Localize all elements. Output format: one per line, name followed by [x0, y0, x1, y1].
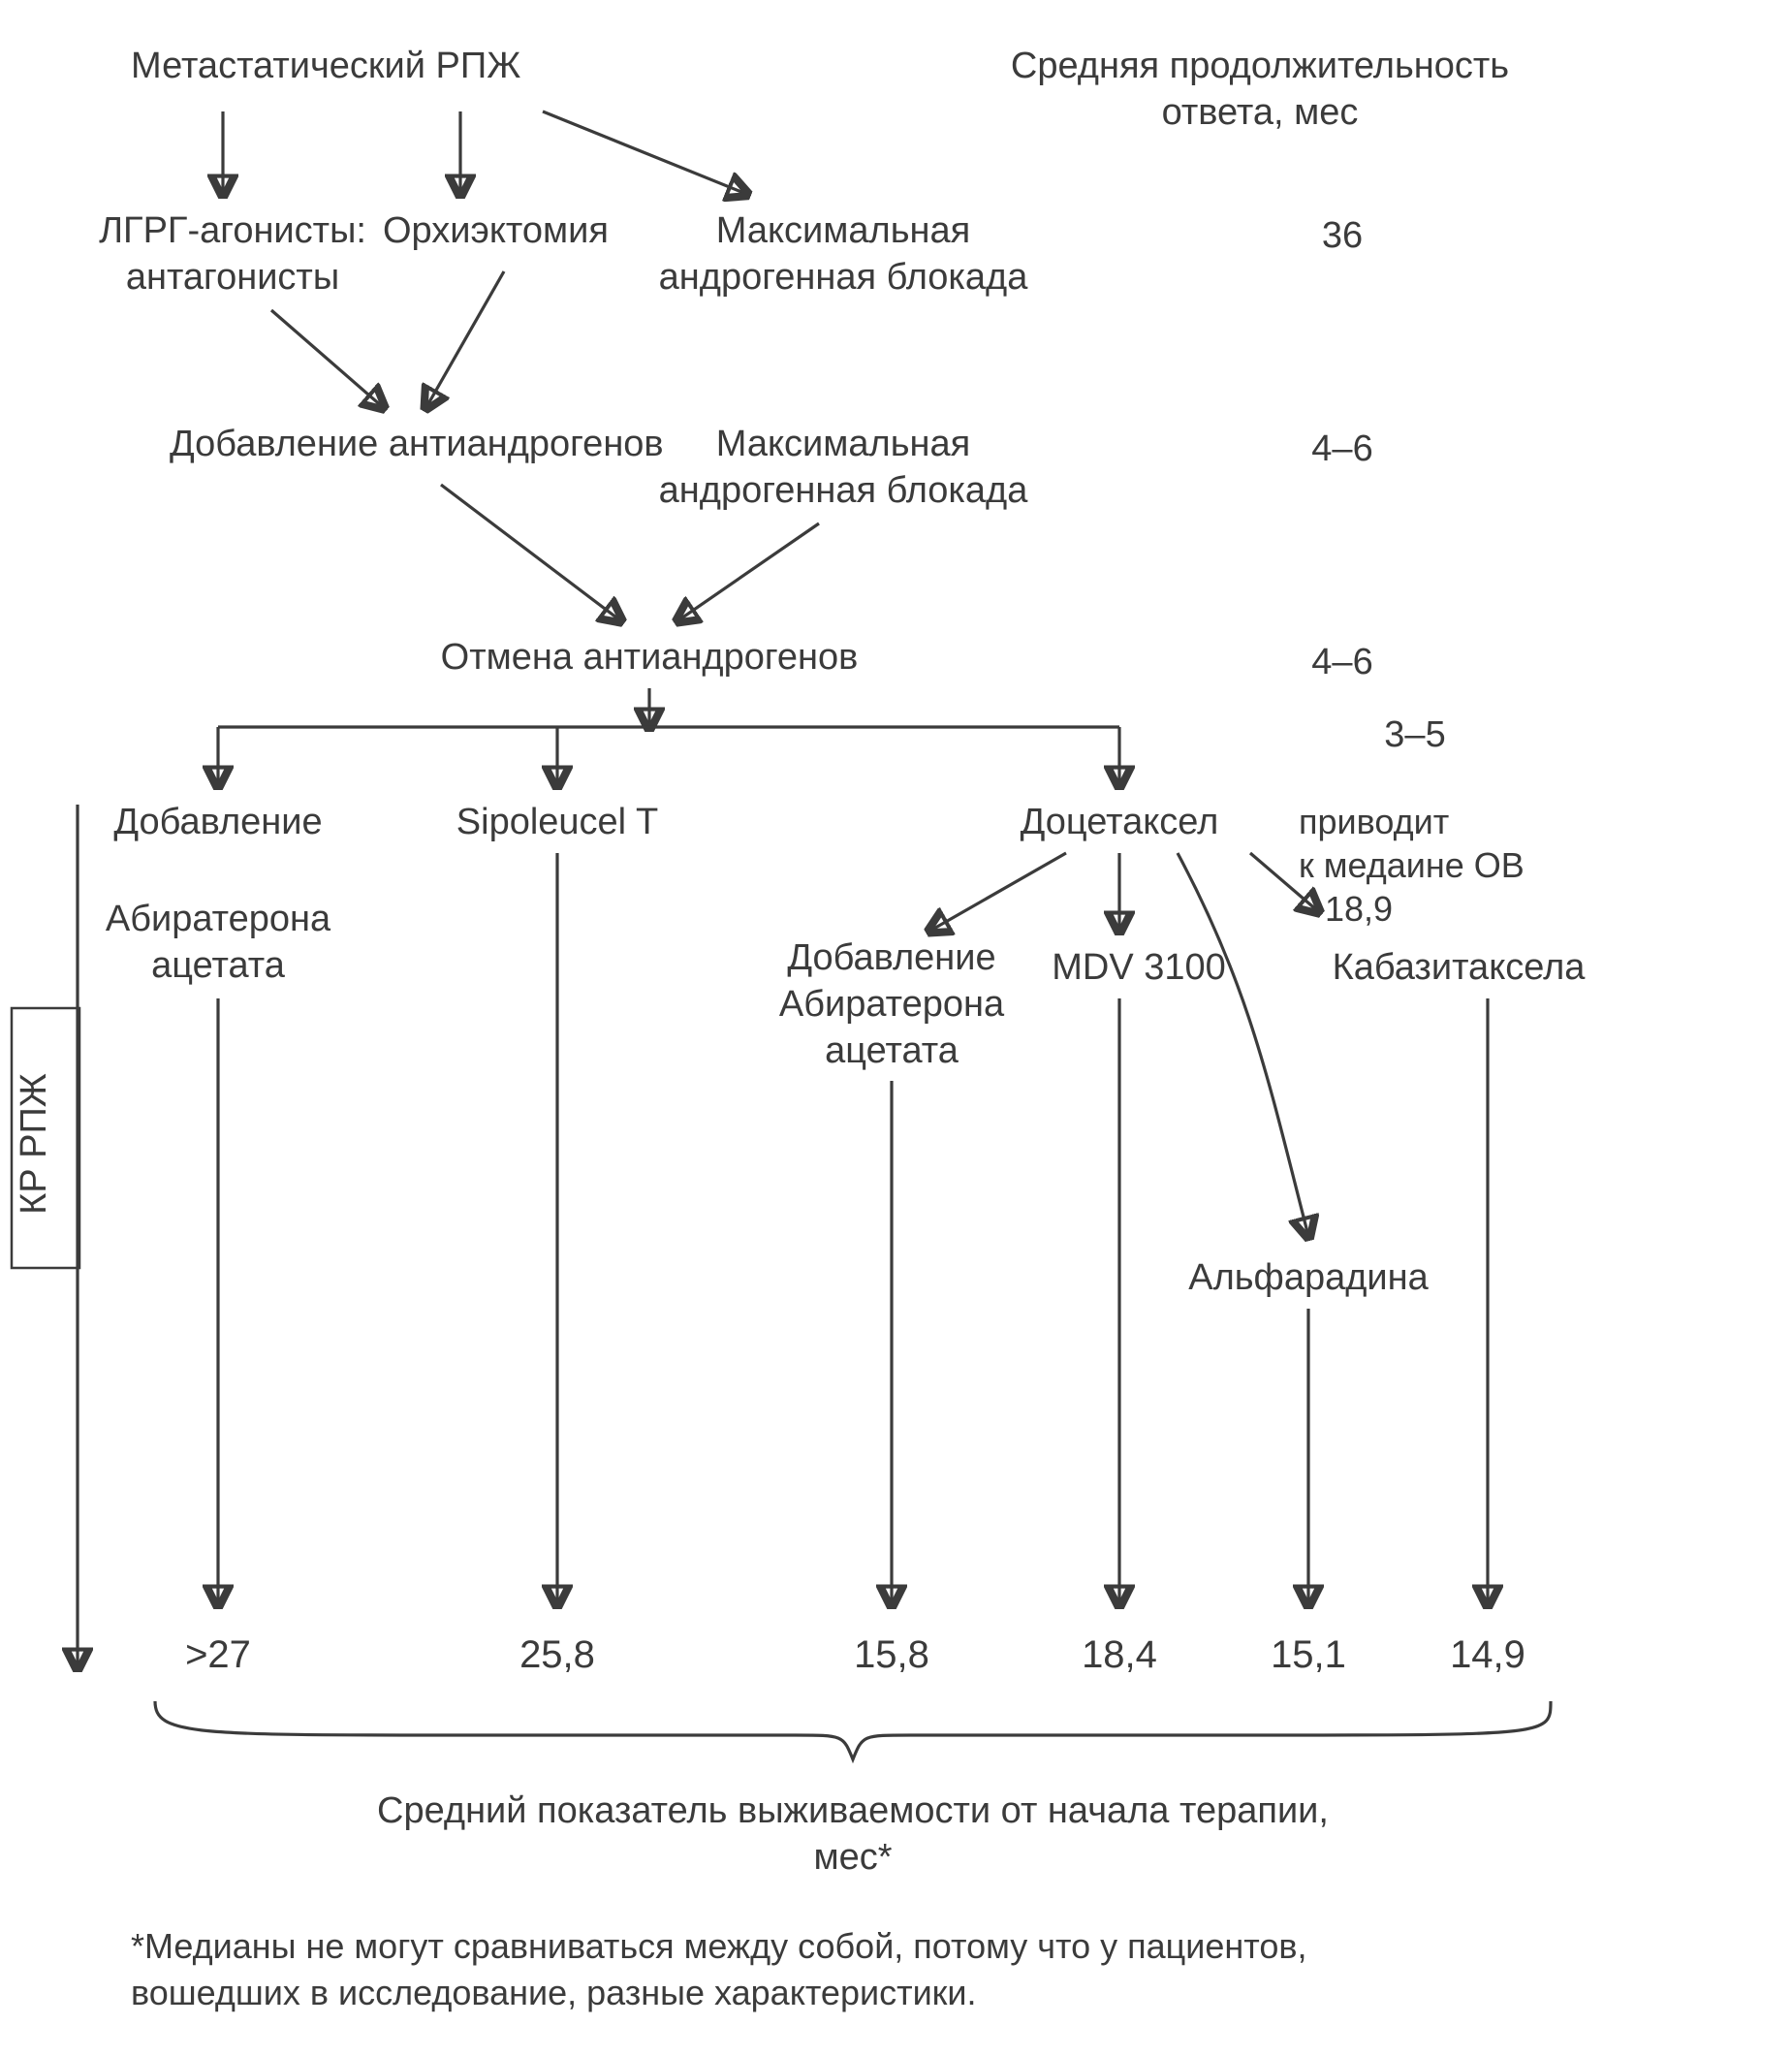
arrow-addaa-withdraw — [441, 485, 620, 620]
add-abi-l1: Добавление — [787, 937, 995, 978]
orchi-node: Орхиэктомия — [383, 210, 609, 251]
caba-node: Кабазитаксела — [1333, 947, 1587, 988]
mab2-node-l2: андрогенная блокада — [659, 470, 1029, 511]
sipo-node: Sipoleucel T — [456, 802, 658, 842]
add-abi-l2: Абиратерона — [779, 984, 1005, 1025]
arrow-mab2-withdraw — [678, 523, 819, 620]
arrow-doc-alpha — [1178, 853, 1308, 1236]
footnote-l1: *Медианы не могут сравниваться между соб… — [131, 1926, 1307, 1966]
note-l1: приводит — [1299, 802, 1449, 841]
caption-l2: мес* — [813, 1837, 892, 1878]
duration-46b: 4–6 — [1311, 642, 1372, 682]
sv6: 14,9 — [1450, 1633, 1525, 1676]
alpha-node: Альфарадина — [1188, 1257, 1429, 1298]
note-l2: к медаине ОВ — [1299, 845, 1525, 885]
add-aa-node: Добавление антиандрогенов — [170, 424, 664, 464]
note-l3: 18,9 — [1325, 889, 1393, 929]
add-abi-l3: ацетата — [825, 1030, 959, 1071]
arrow-orchi-addaa — [426, 271, 504, 407]
duration-46a: 4–6 — [1311, 428, 1372, 469]
curly-brace — [155, 1701, 1551, 1759]
arrow-title-mab — [543, 111, 746, 194]
mdv-node: MDV 3100 — [1052, 947, 1226, 988]
arrow-doc-addabi — [930, 853, 1066, 931]
duration-36: 36 — [1322, 215, 1363, 256]
duration-35: 3–5 — [1384, 714, 1445, 755]
abi-l2: ацетата — [151, 945, 286, 986]
mab1-node-l2: андрогенная блокада — [659, 257, 1029, 298]
lhrh-node-l1: ЛГРГ-агонисты: — [99, 210, 366, 251]
response-label: Средняя продолжительность — [1011, 46, 1509, 86]
caption-l1: Средний показатель выживаемости от начал… — [377, 1790, 1329, 1831]
arrow-lhrh-addaa — [271, 310, 383, 407]
footnote-l2: вошедших в исследование, разные характер… — [131, 1973, 977, 2012]
doc-node: Доцетаксел — [1021, 802, 1219, 842]
response-label-2: ответа, мес — [1162, 92, 1359, 133]
mab2-node-l1: Максимальная — [716, 424, 970, 464]
withdraw-aa-node: Отмена антиандрогенов — [441, 637, 859, 678]
mab1-node-l1: Максимальная — [716, 210, 970, 251]
add-node: Добавление — [113, 802, 322, 842]
sv3: 15,8 — [854, 1633, 929, 1676]
sv5: 15,1 — [1271, 1633, 1346, 1676]
title-text: Метастатический РПЖ — [131, 46, 520, 86]
lhrh-node-l2: антагонисты — [126, 257, 339, 298]
kr-label: КР РПЖ — [14, 1073, 54, 1215]
sv1: >27 — [185, 1633, 251, 1676]
sv4: 18,4 — [1082, 1633, 1157, 1676]
abi-l1: Абиратерона — [106, 899, 331, 939]
sv2: 25,8 — [519, 1633, 595, 1676]
